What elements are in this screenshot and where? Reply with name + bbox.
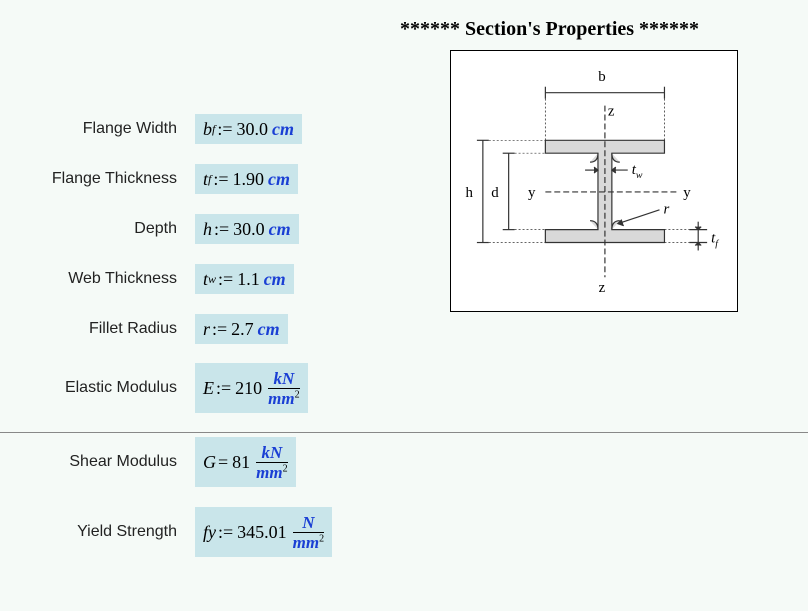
value-box: h:=30.0cm (195, 214, 299, 244)
svg-text:tw: tw (632, 162, 643, 181)
row-shear-modulus: Shear Modulus G=81 kN mm2 (0, 434, 808, 490)
value-box: E:=210 kN mm2 (195, 363, 308, 413)
diagram-label-d: d (491, 185, 499, 201)
label: Depth (0, 220, 195, 238)
value-box: fy:=345.01 N mm2 (195, 507, 332, 557)
unit-fraction: N mm2 (293, 514, 324, 551)
diagram-label-b: b (598, 69, 605, 85)
unit-fraction: kN mm2 (256, 444, 287, 481)
diagram-label-h: h (465, 185, 473, 201)
value-box: bf:=30.0cm (195, 114, 302, 144)
divider-line (0, 432, 808, 433)
diagram-label-z-top: z (608, 104, 615, 120)
diagram-label-z-bot: z (599, 280, 606, 296)
diagram-label-r: r (663, 202, 669, 218)
diagram-label-y-right: y (683, 185, 691, 201)
value-box: r:=2.7cm (195, 314, 288, 344)
page-title: ****** Section's Properties ****** (400, 18, 699, 41)
label: Web Thickness (0, 270, 195, 288)
label: Fillet Radius (0, 320, 195, 338)
unit-fraction: kN mm2 (268, 370, 299, 407)
row-elastic-modulus: Elastic Modulus E:=210 kN mm2 (0, 360, 808, 416)
section-diagram: b z z y y h d tw (450, 50, 738, 312)
label: Flange Thickness (0, 170, 195, 188)
value-box: tf:=1.90cm (195, 164, 298, 194)
diagram-label-y-left: y (528, 185, 536, 201)
label: Shear Modulus (0, 453, 195, 471)
value-box: tw:=1.1cm (195, 264, 294, 294)
label: Yield Strength (0, 523, 195, 541)
label: Flange Width (0, 120, 195, 138)
row-fillet-radius: Fillet Radius r:=2.7cm (0, 310, 808, 348)
row-yield-strength: Yield Strength fy:=345.01 N mm2 (0, 504, 808, 560)
value-box: G=81 kN mm2 (195, 437, 296, 487)
label: Elastic Modulus (0, 379, 195, 397)
svg-text:tf: tf (711, 231, 719, 250)
